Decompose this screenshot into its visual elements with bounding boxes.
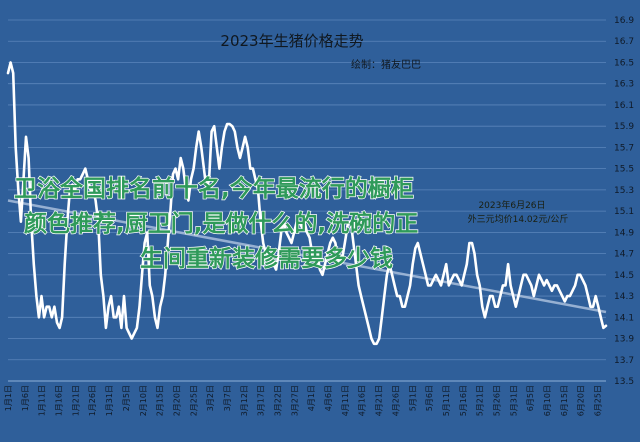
x-tick-label: 3月7日	[223, 385, 232, 411]
x-tick-label: 3月12日	[240, 385, 249, 416]
x-tick-label: 2月15日	[156, 385, 165, 416]
x-tick-label: 5月21日	[476, 385, 485, 416]
chart-title: 2023年生猪价格走势	[220, 32, 363, 50]
x-tick-label: 6月15日	[560, 385, 569, 416]
x-tick-label: 3月27日	[290, 385, 299, 416]
x-tick-label: 4月1日	[307, 385, 316, 411]
x-tick-label: 1月31日	[105, 385, 114, 416]
x-tick-label: 1月21日	[71, 385, 80, 416]
x-tick-label: 1月26日	[88, 385, 97, 416]
y-tick-label: 13.9	[614, 335, 634, 345]
y-tick-label: 16.3	[614, 80, 634, 90]
x-tick-label: 5月16日	[459, 385, 468, 416]
x-tick-label: 2月20日	[172, 385, 181, 416]
y-tick-label: 15.7	[614, 143, 634, 153]
trend-line	[7, 199, 607, 314]
x-tick-label: 4月26日	[391, 385, 400, 416]
x-tick-label: 1月11日	[38, 385, 47, 416]
x-tick-label: 6月20日	[577, 385, 586, 416]
chart-subtitle: 绘制：猪友巴巴	[351, 58, 421, 71]
y-tick-label: 13.5	[614, 377, 634, 387]
x-tick-label: 2月10日	[139, 385, 148, 416]
annotation-date: 2023年6月26日	[478, 199, 545, 211]
y-tick-label: 16.5	[614, 58, 634, 68]
y-tick-label: 15.1	[614, 207, 634, 217]
x-tick-label: 4月6日	[324, 385, 333, 411]
series-lines	[6, 61, 608, 346]
y-tick-label: 13.7	[614, 356, 634, 366]
x-tick-label: 5月26日	[493, 385, 502, 416]
overlay-text-line-2: 颜色推荐,厨卫门,是做什么的,洗碗的正	[24, 210, 418, 237]
x-tick-label: 2月25日	[189, 385, 198, 416]
x-tick-label: 1月6日	[21, 385, 30, 411]
annotation-price: 外三元均价14.02元/公斤	[468, 213, 569, 225]
x-tick-label: 6月10日	[543, 385, 552, 416]
y-tick-label: 15.3	[614, 186, 634, 196]
y-tick-label: 16.7	[614, 37, 634, 47]
y-tick-label: 14.9	[614, 228, 634, 238]
x-tick-label: 3月2日	[206, 385, 215, 411]
x-tick-label: 5月1日	[408, 385, 417, 411]
x-tick-label: 3月22日	[274, 385, 283, 416]
y-tick-label: 15.5	[614, 165, 634, 175]
y-tick-label: 15.9	[614, 122, 634, 132]
overlay-text-line-1: 卫浴全国排名前十名,今年最流行的橱柜	[14, 175, 414, 202]
x-tick-label: 5月11日	[442, 385, 451, 416]
x-tick-labels: 1月1日 1月6日 1月11日 1月16日 1月21日 1月26日 1月31日 2月5日 2月1…	[4, 385, 603, 416]
y-tick-label: 14.1	[614, 313, 634, 323]
grid-lines	[8, 19, 606, 382]
x-tick-label: 1月1日	[4, 385, 13, 411]
y-tick-label: 16.1	[614, 101, 634, 111]
x-tick-label: 5月6日	[425, 385, 434, 411]
x-tick-label: 6月5日	[526, 385, 535, 411]
x-tick-label: 6月25日	[594, 385, 603, 416]
y-tick-label: 14.7	[614, 250, 634, 260]
x-tick-label: 5月31日	[509, 385, 518, 416]
x-tick-label: 4月21日	[375, 385, 384, 416]
overlay-text-line-3: 生间重新装修需要多少钱	[140, 245, 393, 272]
x-tick-label: 1月16日	[55, 385, 64, 416]
y-tick-labels: 13.5 13.7 13.9 14.1 14.3 14.5 14.7 14.9 15.1 15.3…	[614, 16, 634, 387]
y-tick-label: 14.5	[614, 271, 634, 281]
x-tick-label: 4月16日	[358, 385, 367, 416]
x-tick-label: 4月11日	[341, 385, 350, 416]
price-series-line	[6, 61, 608, 346]
y-tick-label: 16.9	[614, 16, 634, 26]
y-tick-label: 14.3	[614, 292, 634, 302]
x-tick-label: 2月5日	[122, 385, 131, 411]
x-tick-label: 3月17日	[257, 385, 266, 416]
